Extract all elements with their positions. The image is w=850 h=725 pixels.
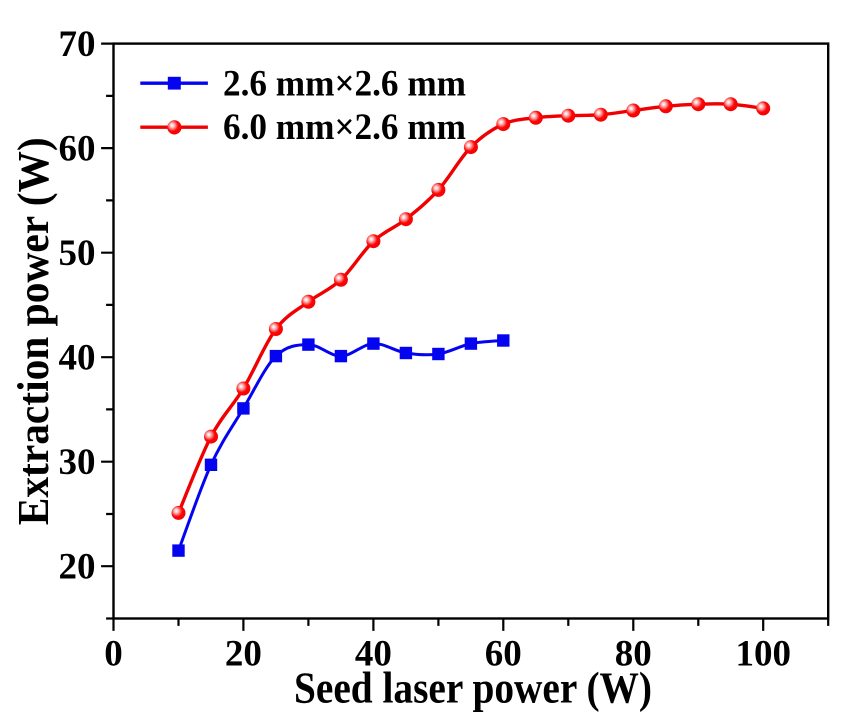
svg-text:2.6 mm×2.6 mm: 2.6 mm×2.6 mm [223, 64, 466, 105]
svg-text:6.0 mm×2.6 mm: 6.0 mm×2.6 mm [223, 107, 466, 148]
svg-text:100: 100 [735, 633, 791, 674]
svg-text:40: 40 [59, 337, 96, 378]
svg-text:40: 40 [355, 633, 392, 674]
svg-text:60: 60 [485, 633, 522, 674]
svg-text:20: 20 [225, 633, 262, 674]
svg-text:60: 60 [59, 128, 96, 169]
svg-text:0: 0 [104, 633, 123, 674]
svg-text:70: 70 [59, 24, 96, 65]
svg-text:Seed laser power (W): Seed laser power (W) [294, 664, 652, 713]
svg-text:Extraction power (W): Extraction power (W) [9, 137, 58, 525]
svg-text:80: 80 [615, 633, 652, 674]
svg-text:30: 30 [59, 442, 96, 483]
svg-text:20: 20 [59, 546, 96, 587]
svg-text:50: 50 [59, 233, 96, 274]
